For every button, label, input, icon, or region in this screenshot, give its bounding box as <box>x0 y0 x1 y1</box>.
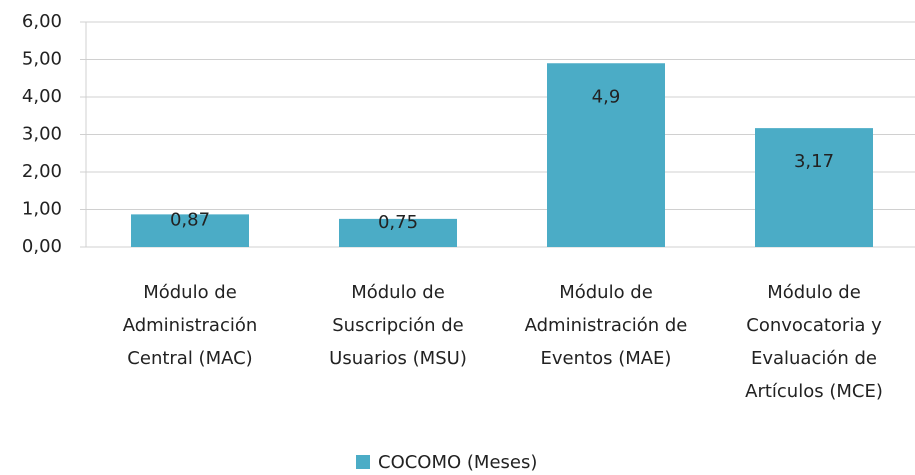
legend-swatch <box>356 455 370 469</box>
data-label: 4,9 <box>592 86 621 107</box>
y-tick-label: 3,00 <box>22 124 62 145</box>
y-tick-label: 1,00 <box>22 199 62 220</box>
legend-label: COCOMO (Meses) <box>378 452 537 473</box>
bar <box>547 63 665 247</box>
x-tick-label: Módulo de Administración Central (MAC) <box>122 282 258 369</box>
bar <box>131 214 249 247</box>
data-label: 3,17 <box>794 151 834 172</box>
x-tick-label: Módulo de Convocatoria y Evaluación de A… <box>745 282 883 402</box>
x-tick-label: Módulo de Suscripción de Usuarios (MSU) <box>329 282 467 369</box>
y-tick-label: 2,00 <box>22 161 62 182</box>
data-label: 0,87 <box>170 210 210 231</box>
data-label: 0,75 <box>378 212 418 233</box>
y-tick-label: 6,00 <box>22 11 62 32</box>
y-tick-label: 4,00 <box>22 86 62 107</box>
y-tick-label: 0,00 <box>22 236 62 257</box>
bar <box>755 128 873 247</box>
y-tick-label: 5,00 <box>22 49 62 70</box>
x-tick-label: Módulo de Administración de Eventos (MAE… <box>524 282 688 369</box>
bar <box>339 218 457 247</box>
